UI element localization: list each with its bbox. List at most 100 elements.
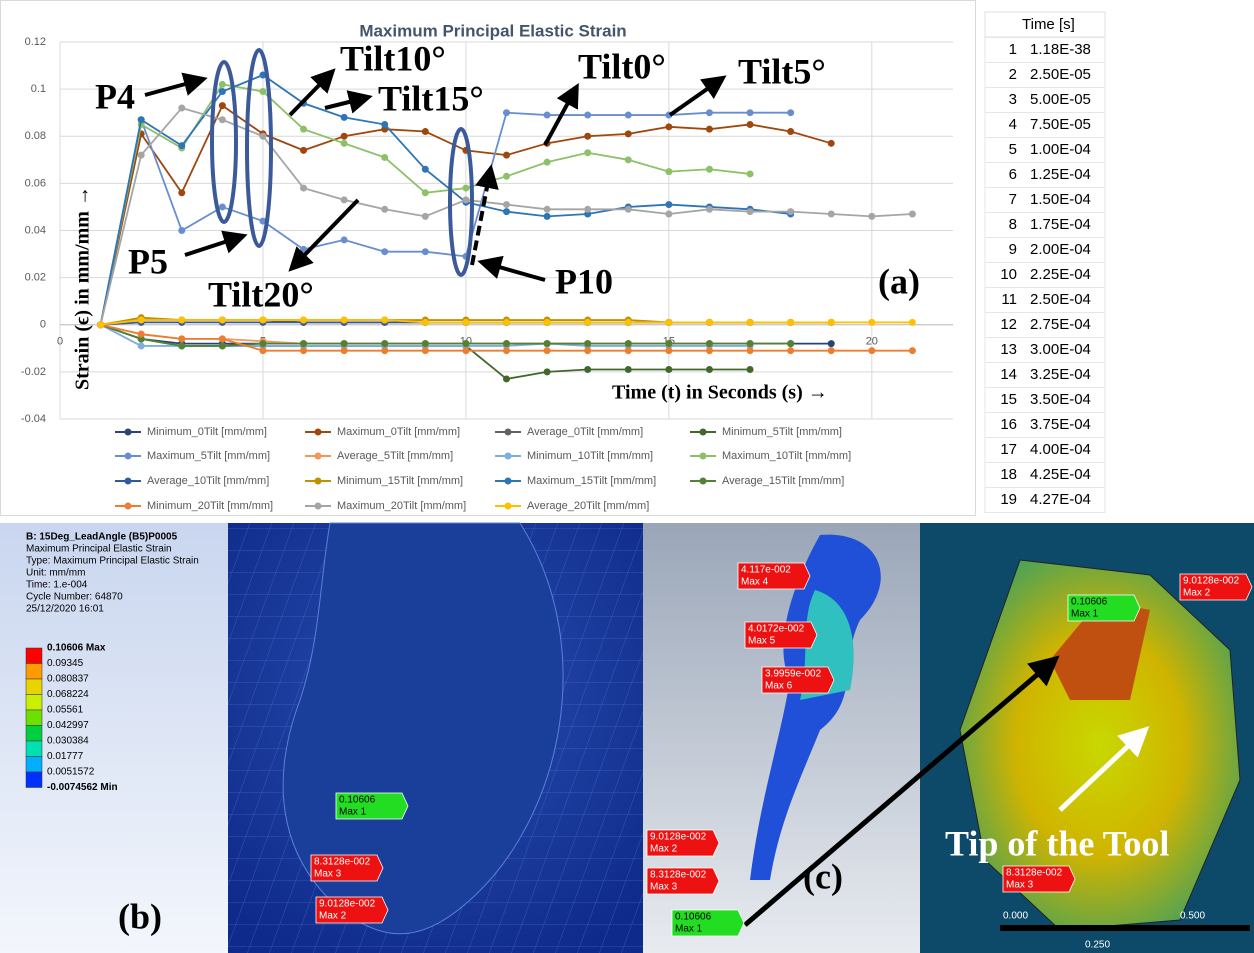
data-point: [747, 109, 754, 116]
table-value: 2.50E-04: [1030, 291, 1091, 308]
probe-name: Max 3: [650, 882, 678, 893]
table-header: Time [s]: [1022, 16, 1075, 33]
table-index: 8: [1009, 216, 1017, 233]
legend-label: Average_0Tilt [mm/mm]: [527, 426, 643, 438]
data-point: [665, 340, 672, 347]
legend-marker: [125, 478, 132, 485]
table-index: 16: [1000, 416, 1017, 433]
data-point: [787, 208, 794, 215]
data-point: [706, 166, 713, 173]
table-value: 3.50E-04: [1030, 391, 1091, 408]
data-point: [503, 152, 510, 159]
legend-value: 0.09345: [47, 658, 84, 669]
table-index: 2: [1009, 66, 1017, 83]
legend-value: 0.10606 Max: [47, 643, 106, 654]
y-tick-label: 0.12: [25, 36, 46, 48]
probe-value: 9.0128e-002: [650, 832, 707, 843]
data-point: [625, 156, 632, 163]
data-point: [341, 317, 348, 324]
y-axis-title: Strain (ϵ) in mm/mm →: [72, 186, 94, 390]
data-point: [665, 319, 672, 326]
legend-marker: [505, 478, 512, 485]
data-point: [909, 211, 916, 218]
probe-value: 0.10606: [675, 912, 712, 923]
data-point: [747, 170, 754, 177]
probe-value: 8.3128e-002: [314, 857, 371, 868]
data-point: [584, 340, 591, 347]
legend-label: Maximum_5Tilt [mm/mm]: [147, 450, 270, 462]
data-point: [544, 347, 551, 354]
data-point: [584, 366, 591, 373]
y-tick-label: 0.06: [25, 177, 46, 189]
data-point: [544, 206, 551, 213]
probe-value: 3.9959e-002: [765, 669, 822, 680]
legend-value: 0.042997: [47, 720, 89, 731]
annotation: P10: [555, 261, 613, 301]
data-point: [219, 88, 226, 95]
table-index: 17: [1000, 441, 1017, 458]
data-point: [503, 340, 510, 347]
y-tick-label: 0.02: [25, 272, 46, 284]
data-point: [381, 206, 388, 213]
table-value: 1.00E-04: [1030, 141, 1091, 158]
legend-marker: [315, 453, 322, 460]
table-value: 1.75E-04: [1030, 216, 1091, 233]
data-point: [665, 211, 672, 218]
table-value: 2.25E-04: [1030, 266, 1091, 283]
data-point: [178, 227, 185, 234]
data-point: [909, 319, 916, 326]
legend-label: Maximum_0Tilt [mm/mm]: [337, 426, 460, 438]
data-point: [138, 116, 145, 123]
data-point: [625, 340, 632, 347]
data-point: [584, 206, 591, 213]
data-point: [300, 317, 307, 324]
data-point: [747, 121, 754, 128]
table-value: 2.50E-05: [1030, 66, 1091, 83]
data-point: [462, 185, 469, 192]
legend-value: 0.05561: [47, 705, 84, 716]
data-point: [300, 347, 307, 354]
x-tick-label: 20: [866, 336, 878, 348]
data-point: [747, 347, 754, 354]
data-point: [462, 347, 469, 354]
table-value: 2.00E-04: [1030, 241, 1091, 258]
table-value: 3.25E-04: [1030, 366, 1091, 383]
legend-label: Average_10Tilt [mm/mm]: [147, 475, 269, 487]
info-line: 25/12/2020 16:01: [26, 604, 104, 615]
legend-band: [26, 664, 42, 680]
probe-name: Max 1: [675, 924, 703, 935]
data-point: [503, 375, 510, 382]
y-tick-label: 0: [40, 319, 46, 331]
data-point: [138, 342, 145, 349]
legend-label: Minimum_15Tilt [mm/mm]: [337, 475, 463, 487]
data-point: [747, 208, 754, 215]
probe-name: Max 3: [314, 869, 342, 880]
data-point: [219, 203, 226, 210]
data-point: [381, 317, 388, 324]
data-point: [341, 347, 348, 354]
data-point: [259, 88, 266, 95]
data-point: [625, 206, 632, 213]
table-index: 7: [1009, 191, 1017, 208]
data-point: [219, 81, 226, 88]
table-index: 4: [1009, 116, 1017, 133]
data-point: [706, 126, 713, 133]
legend-marker: [505, 503, 512, 510]
legend-marker: [125, 503, 132, 510]
data-point: [584, 133, 591, 140]
table-value: 2.75E-04: [1030, 316, 1091, 333]
callout-text: Tip of the Tool: [945, 823, 1169, 863]
data-point: [544, 159, 551, 166]
data-point: [341, 114, 348, 121]
data-point: [787, 347, 794, 354]
data-point: [381, 121, 388, 128]
legend-marker: [125, 429, 132, 436]
data-point: [259, 133, 266, 140]
data-point: [747, 319, 754, 326]
data-point: [97, 321, 104, 328]
table-index: 11: [1001, 291, 1017, 308]
table-index: 10: [1000, 266, 1017, 283]
table-index: 5: [1009, 141, 1017, 158]
x-tick-label: 0: [57, 336, 63, 348]
legend-label: Maximum_15Tilt [mm/mm]: [527, 475, 656, 487]
